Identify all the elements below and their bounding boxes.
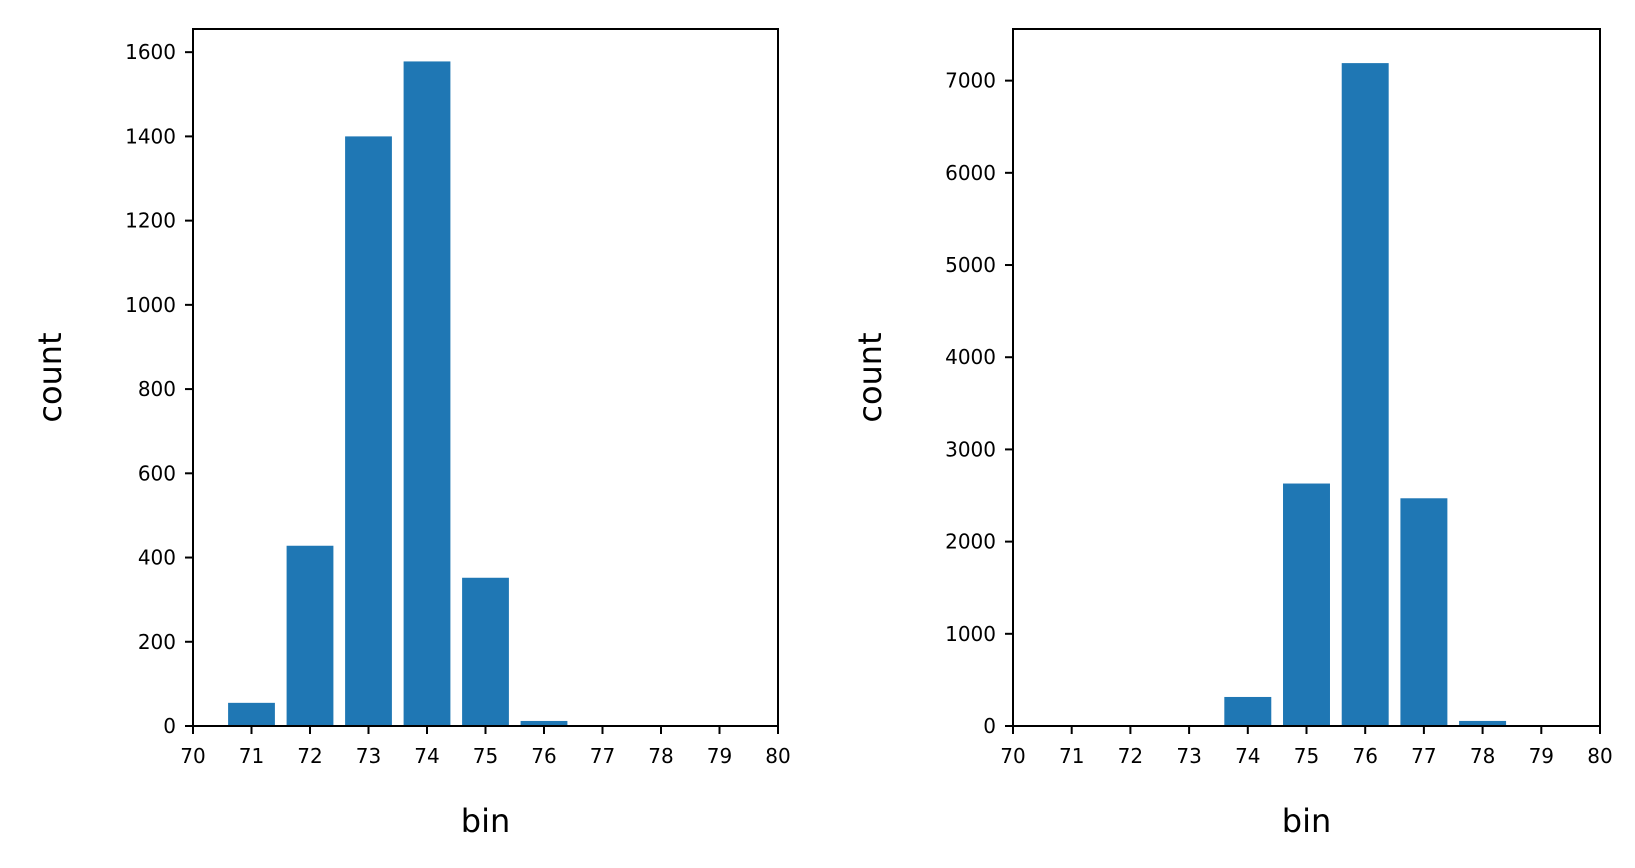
y-tick-label: 7000 [945, 69, 996, 93]
bar [462, 577, 509, 726]
x-tick-label: 73 [1176, 744, 1201, 768]
y-axis-label: count [31, 332, 69, 422]
y-tick-label: 5000 [945, 253, 996, 277]
x-tick-label: 75 [473, 744, 498, 768]
y-tick-label: 4000 [945, 345, 996, 369]
bar [1459, 720, 1507, 726]
bar [228, 702, 275, 726]
x-tick-label: 80 [1587, 744, 1612, 768]
y-tick-label: 600 [138, 461, 176, 485]
x-tick-label: 80 [765, 744, 790, 768]
x-tick-label: 77 [590, 744, 615, 768]
y-tick-label: 200 [138, 630, 176, 654]
x-tick-label: 71 [1059, 744, 1084, 768]
x-axis-label: bin [461, 802, 510, 840]
bar [520, 720, 568, 726]
x-tick-label: 71 [239, 744, 264, 768]
bar [403, 61, 451, 727]
bar [1224, 696, 1272, 726]
x-tick-label: 76 [531, 744, 556, 768]
x-tick-label: 70 [180, 744, 205, 768]
y-tick-label: 6000 [945, 161, 996, 185]
bar [286, 545, 334, 726]
y-tick-label: 1000 [125, 293, 176, 317]
x-tick-label: 70 [1000, 744, 1025, 768]
y-tick-label: 1000 [945, 622, 996, 646]
y-tick-label: 3000 [945, 437, 996, 461]
x-tick-label: 73 [356, 744, 381, 768]
x-tick-label: 74 [414, 744, 439, 768]
y-tick-label: 0 [163, 714, 176, 738]
y-tick-label: 1200 [125, 209, 176, 233]
y-tick-label: 1600 [125, 40, 176, 64]
bar [1341, 63, 1389, 727]
x-tick-label: 78 [648, 744, 673, 768]
x-tick-label: 77 [1411, 744, 1436, 768]
y-axis-label: count [851, 332, 889, 422]
bar [1283, 483, 1330, 726]
y-tick-label: 1400 [125, 124, 176, 148]
bar [345, 136, 392, 726]
x-tick-label: 76 [1352, 744, 1377, 768]
x-tick-label: 78 [1470, 744, 1495, 768]
x-tick-label: 72 [1118, 744, 1143, 768]
y-tick-label: 800 [138, 377, 176, 401]
right-histogram: 70 71 72 73 74 75 76 77 78 79 80 0 1000 2000 3000 4000 5… [851, 28, 1613, 840]
y-tick-label: 0 [983, 714, 996, 738]
left-histogram: 70 71 72 73 74 75 76 77 78 79 80020040060080010001… [31, 28, 791, 840]
y-tick-label: 2000 [945, 530, 996, 554]
x-tick-label: 75 [1294, 744, 1319, 768]
x-axis-label: bin [1282, 802, 1331, 840]
bar [1400, 498, 1448, 726]
y-tick-label: 400 [138, 546, 176, 570]
x-tick-label: 79 [1529, 744, 1554, 768]
x-tick-label: 74 [1235, 744, 1260, 768]
x-tick-label: 72 [297, 744, 322, 768]
x-tick-label: 79 [707, 744, 732, 768]
